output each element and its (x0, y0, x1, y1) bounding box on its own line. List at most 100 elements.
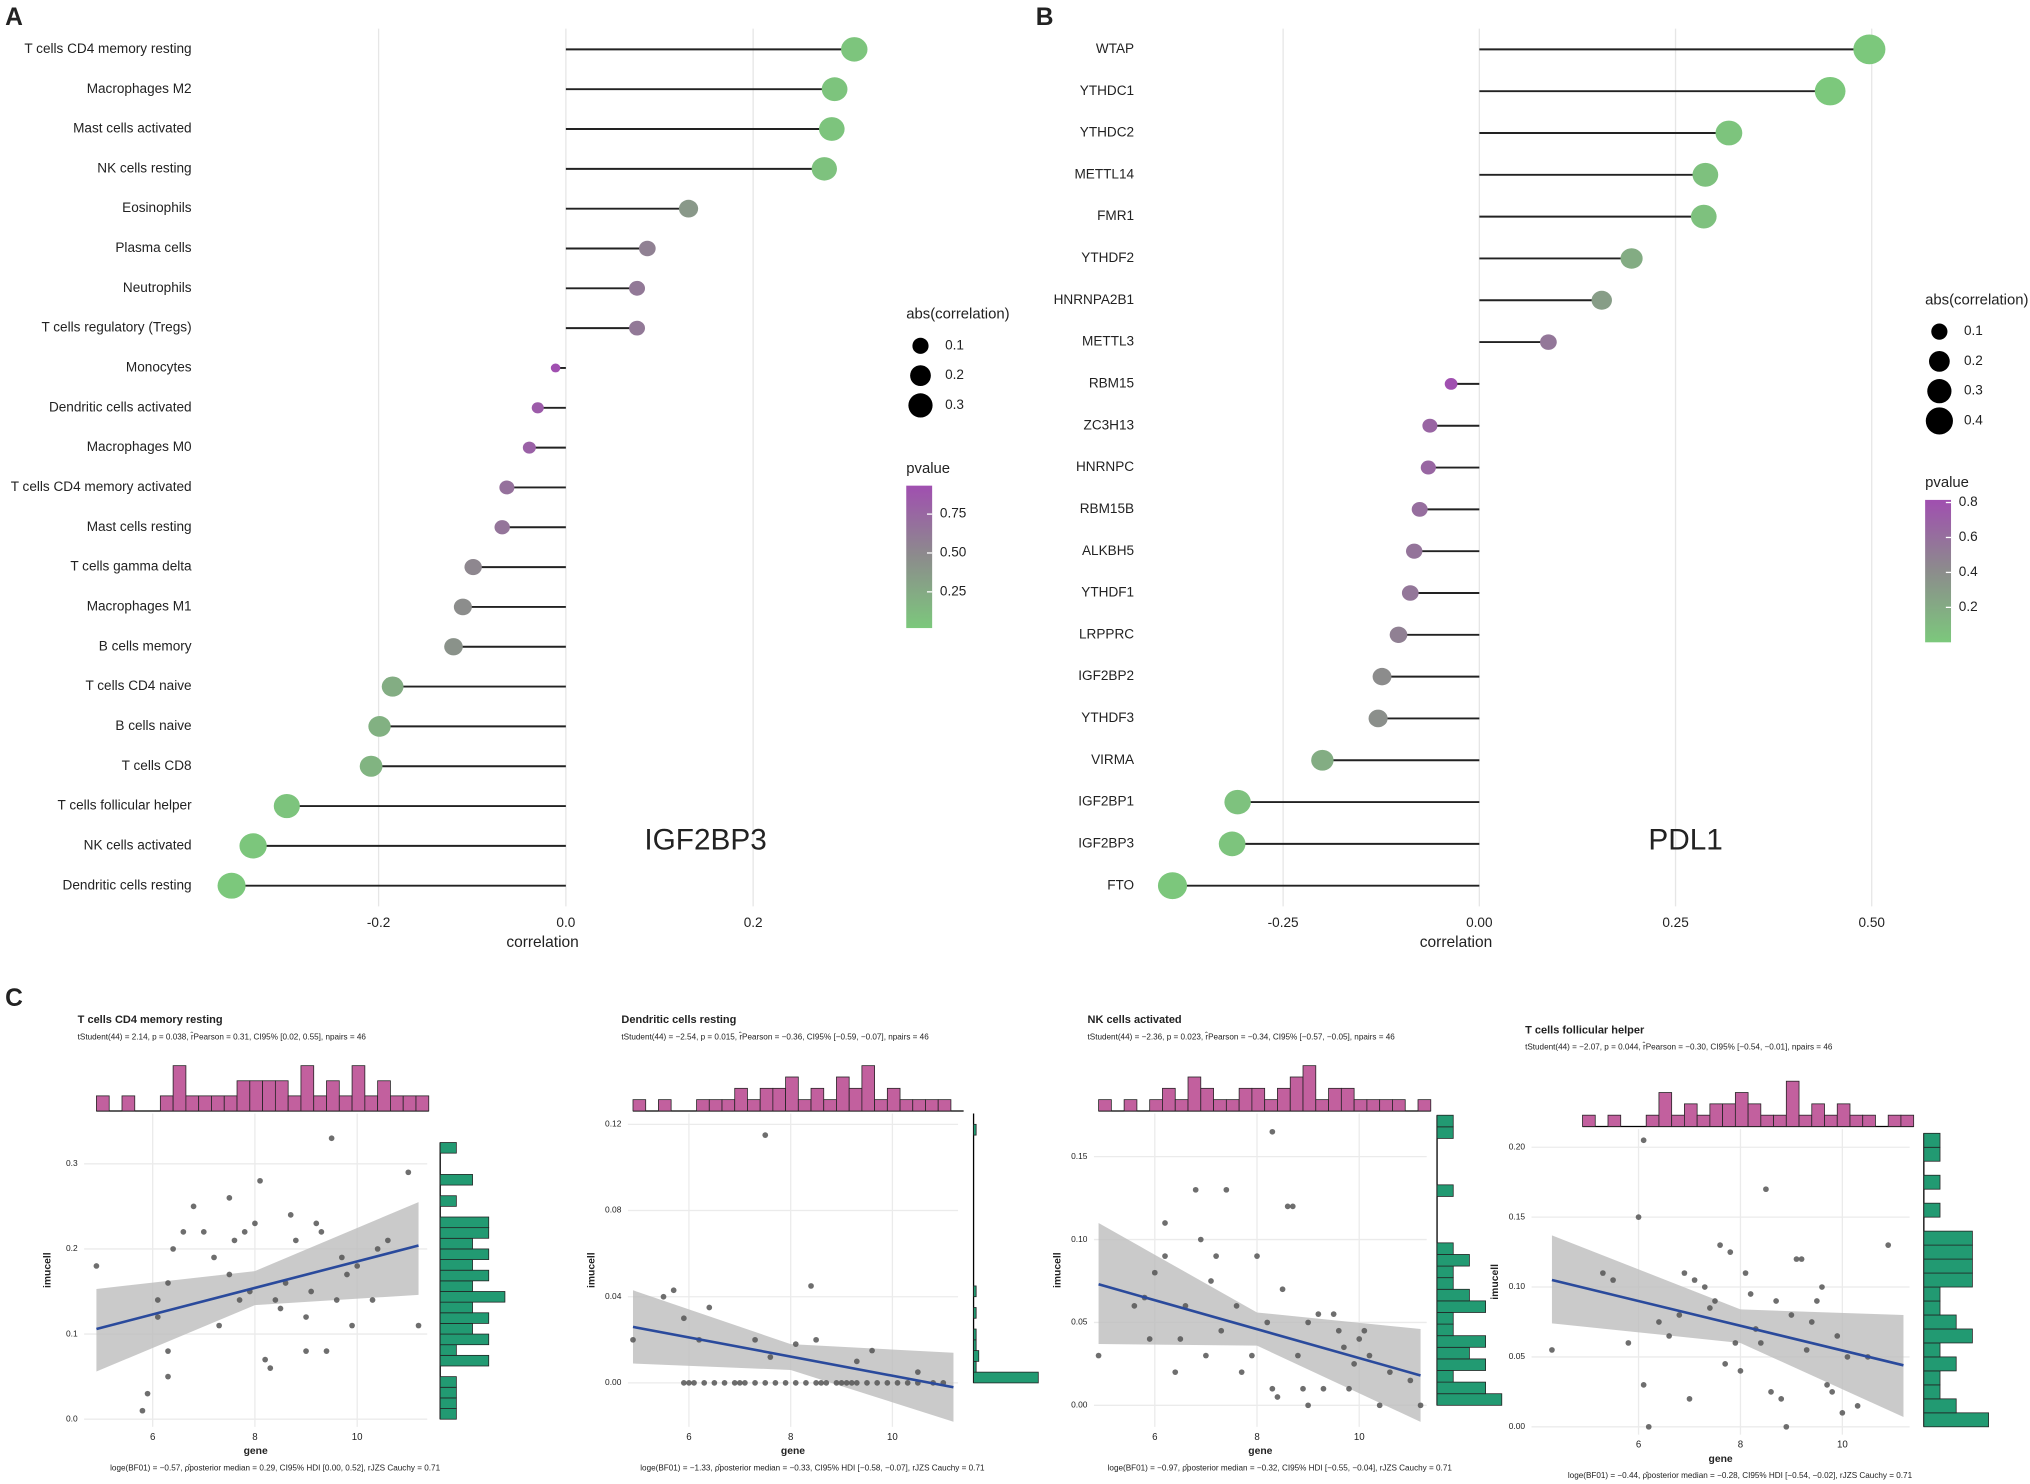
hist-bar (1436, 1335, 1486, 1348)
hist-bar (1849, 1114, 1864, 1127)
hist-bar (198, 1095, 212, 1112)
hist-bar (1923, 1328, 1973, 1344)
y-tick-label: 0.08 (605, 1205, 622, 1215)
hist-bar (390, 1095, 404, 1112)
size-key-label: 0.2 (1964, 353, 1983, 368)
colorbar-label: 0.4 (1959, 564, 1978, 579)
hist-bar (1289, 1076, 1304, 1112)
hist-bar (937, 1099, 952, 1112)
hist-bar (1923, 1412, 1989, 1428)
hist-bar (696, 1099, 710, 1112)
dot (678, 199, 699, 218)
category-label: T cells CD4 memory resting (24, 41, 191, 56)
hist-bar (1436, 1184, 1454, 1197)
y-tick-label: 0.0 (66, 1413, 78, 1423)
hist-bar (223, 1095, 238, 1112)
dot (453, 598, 472, 616)
hist-bar (1785, 1080, 1800, 1127)
hist-bar (810, 1087, 825, 1112)
point (1707, 1305, 1713, 1311)
category-label: METTL14 (1074, 166, 1134, 181)
x-tick-label: 6 (150, 1432, 155, 1443)
hist-bar (973, 1339, 977, 1351)
point (762, 1132, 769, 1138)
point (808, 1283, 814, 1289)
y-tick-label: 0.3 (66, 1158, 78, 1168)
point (792, 1380, 799, 1386)
point (165, 1373, 171, 1380)
point (1737, 1368, 1744, 1374)
hist-bar (1379, 1099, 1393, 1112)
hist-bar (313, 1095, 327, 1112)
size-key-label: 0.3 (945, 397, 964, 412)
point (1218, 1327, 1225, 1334)
y-tick-label: 0.15 (1071, 1151, 1088, 1161)
point (904, 1380, 911, 1386)
category-label: YTHDF3 (1081, 710, 1134, 725)
dot (1540, 334, 1557, 350)
point (262, 1356, 268, 1363)
size-key-label: 0.4 (1964, 413, 1983, 428)
point (1549, 1347, 1555, 1353)
hist-bar (439, 1195, 457, 1207)
hist-bar (262, 1080, 276, 1112)
y-tick-label: 0.12 (605, 1119, 622, 1129)
point (1625, 1340, 1632, 1346)
dot (1692, 162, 1719, 187)
point (1366, 1352, 1373, 1359)
x-tick-label: -0.25 (1268, 915, 1299, 930)
point (369, 1297, 376, 1303)
hist-bar (300, 1065, 315, 1112)
x-tick-label: 6 (1636, 1440, 1641, 1451)
point (1361, 1327, 1368, 1334)
size-key-label: 0.2 (945, 367, 964, 382)
point (1717, 1242, 1723, 1248)
hist-bar (1436, 1346, 1470, 1360)
dot (217, 872, 246, 899)
hist-bar (121, 1095, 136, 1112)
point (231, 1237, 238, 1244)
hist-bar (1302, 1065, 1317, 1112)
hist-bar (1315, 1099, 1329, 1112)
hist-bar (439, 1227, 490, 1239)
hist-bar (1251, 1087, 1266, 1112)
chart-title: Dendritic cells resting (621, 1014, 736, 1026)
point (1829, 1389, 1836, 1395)
hist-bar (439, 1269, 490, 1282)
hist-bar (439, 1174, 473, 1186)
x-tick-label: 0.00 (1466, 915, 1493, 930)
hist-bar (973, 1285, 977, 1298)
dot (1157, 872, 1188, 900)
point (1249, 1352, 1255, 1359)
point (415, 1322, 422, 1329)
fit-line (632, 1325, 954, 1389)
point (1819, 1284, 1825, 1290)
chart-title: T cells CD4 memory resting (78, 1014, 223, 1026)
hist-bar (96, 1095, 110, 1112)
point (894, 1380, 901, 1386)
hist-bar (1923, 1384, 1941, 1400)
dot (638, 240, 656, 257)
hist-bar (415, 1095, 430, 1112)
category-label: HNRNPA2B1 (1054, 292, 1135, 307)
hist-bar (874, 1099, 888, 1112)
x-axis-label: correlation (1420, 934, 1492, 951)
legend-title: abs(correlation) (906, 307, 1009, 323)
point (328, 1135, 335, 1142)
hist-bar (658, 1099, 672, 1112)
point (200, 1229, 207, 1235)
point (226, 1271, 233, 1278)
point (333, 1297, 340, 1303)
category-label: RBM15 (1089, 375, 1134, 390)
category-label: Macrophages M0 (87, 439, 192, 454)
point (721, 1380, 728, 1386)
hist-bar (439, 1354, 490, 1367)
dot (1814, 76, 1846, 106)
point (752, 1380, 758, 1386)
y-tick-label: 0.10 (1071, 1234, 1088, 1244)
dot (273, 793, 300, 819)
point (670, 1287, 677, 1294)
x-tick-label: 10 (887, 1432, 898, 1443)
hist-bar (1798, 1114, 1813, 1127)
hist-bar (1149, 1099, 1163, 1112)
